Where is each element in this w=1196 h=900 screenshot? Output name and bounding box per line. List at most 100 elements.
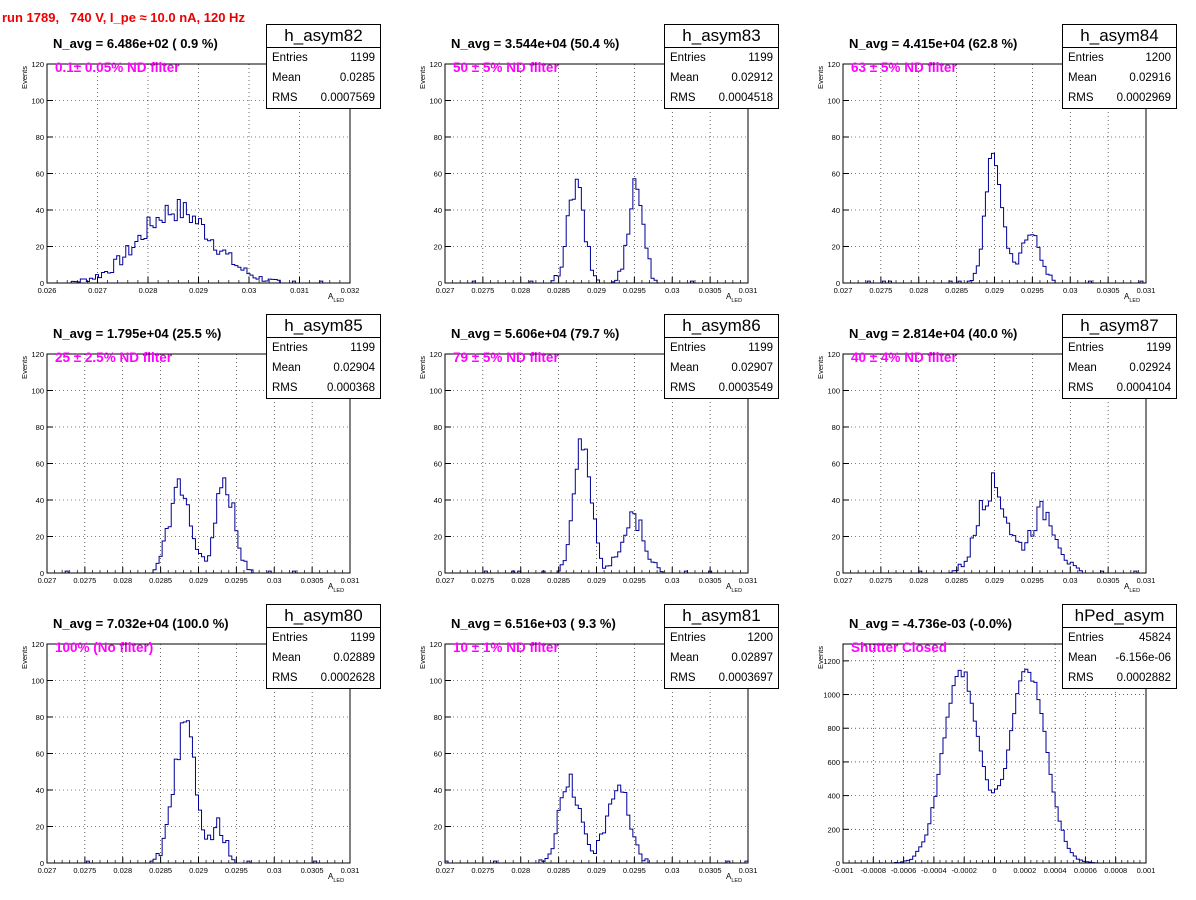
y-tick-label: 60 [36,750,44,759]
stat-label: RMS [1068,382,1094,394]
histogram-name: h_asym81 [665,605,778,628]
x-tick-label: 0.028 [909,576,928,585]
y-tick-label: 120 [429,350,442,359]
histogram-svg: 0.027 0.0275 0.028 0.0285 0.029 0.0295 0.03 0.0… [20,640,359,884]
y-tick-label: 200 [827,825,840,834]
x-tick-label: -0.0004 [921,866,946,875]
histogram-line [47,198,350,284]
x-tick-label: 0.0305 [1097,576,1120,585]
x-tick-label: 0.03 [1063,576,1078,585]
y-tick-label: 80 [832,133,840,142]
stat-label: Entries [670,632,706,644]
y-tick-label: 80 [36,713,44,722]
stat-row-rms: RMS 0.0002969 [1063,88,1176,108]
histogram-line [445,178,748,284]
y-tick-label: 0 [438,279,442,288]
x-tick-label: 0.0275 [471,576,494,585]
stat-value: 0.000368 [327,382,375,394]
histogram-svg: 0.027 0.0275 0.028 0.0285 0.029 0.0295 0.03 0.0… [418,350,757,594]
stat-value: 0.02904 [333,362,375,374]
x-tick-label: 0.027 [436,286,455,295]
stat-value: 0.0003697 [718,672,773,684]
histogram-pad-h_asym86: 0.027 0.0275 0.028 0.0285 0.029 0.0295 0.03 0.0… [398,314,796,610]
stats-box: h_asym82 Entries 1199 Mean 0.0285 RMS 0.000756… [266,24,381,109]
stats-box: h_asym80 Entries 1199 Mean 0.02889 RMS 0.00026… [266,604,381,689]
histogram-svg: 0.027 0.0275 0.028 0.0285 0.029 0.0295 0.03 0.0… [418,60,757,304]
y-tick-label: 100 [827,387,840,396]
filter-label: Shutter Closed [851,640,948,655]
histogram-svg: 0.027 0.0275 0.028 0.0285 0.029 0.0295 0.03 0.0… [816,350,1156,594]
y-tick-label: 120 [31,640,44,649]
y-axis-title: Events [20,646,29,669]
x-tick-label: 0.032 [341,286,360,295]
x-tick-label: 0.0295 [623,286,646,295]
x-tick-label: 0.031 [1137,286,1156,295]
stat-label: Entries [1068,632,1104,644]
y-tick-label: 100 [31,677,44,686]
x-tick-label: 0.028 [511,866,530,875]
x-tick-label: 0.0275 [471,286,494,295]
x-tick-label: 0.0275 [869,286,892,295]
y-tick-label: 40 [434,206,442,215]
stat-row-rms: RMS 0.0003697 [665,668,778,688]
stat-value: 1200 [1145,52,1171,64]
x-tick-label: 0.0295 [623,576,646,585]
stat-label: Entries [670,342,706,354]
x-tick-label: 0.028 [113,576,132,585]
stat-row-rms: RMS 0.0004104 [1063,378,1176,398]
histogram-line [444,773,749,864]
x-tick-label: 0.028 [511,576,530,585]
y-axis-title: Events [418,356,427,379]
y-tick-label: 60 [434,170,442,179]
x-tick-label: 0.0295 [225,866,248,875]
x-tick-label: 0.03 [242,286,257,295]
y-tick-label: 40 [36,206,44,215]
y-tick-label: 120 [31,350,44,359]
stat-row-mean: Mean 0.0285 [267,68,380,88]
x-tick-label: 0.001 [1137,866,1156,875]
x-tick-label: 0.029 [189,866,208,875]
stat-value: 1199 [1146,342,1171,354]
y-tick-label: 800 [827,724,840,733]
x-tick-label: 0.03 [267,866,282,875]
x-tick-label: 0.0305 [699,286,722,295]
stat-label: Entries [670,52,706,64]
filter-label: 40 ± 4% ND filter [851,350,957,365]
stat-label: Mean [670,652,699,664]
x-tick-label: 0.029 [985,286,1004,295]
x-tick-label: 0.0305 [301,866,324,875]
x-tick-label: 0.0002 [1013,866,1036,875]
stat-label: Mean [670,72,699,84]
x-tick-label: 0.0295 [1021,576,1044,585]
navg-label: N_avg = 6.486e+02 ( 0.9 %) [53,36,218,51]
stat-label: RMS [1068,672,1094,684]
stat-label: Entries [1068,342,1104,354]
histogram-name: h_asym85 [267,315,380,338]
x-tick-label: 0.0305 [699,576,722,585]
x-tick-label: 0.031 [1137,576,1156,585]
y-tick-label: 60 [36,170,44,179]
x-tick-label: 0.027 [834,286,853,295]
x-tick-label: 0.031 [739,866,758,875]
y-tick-label: 1000 [823,691,840,700]
x-tick-label: -0.001 [832,866,853,875]
y-tick-label: 60 [832,460,840,469]
x-tick-label: -0.0008 [861,866,886,875]
navg-label: N_avg = 2.814e+04 (40.0 %) [849,326,1018,341]
x-tick-label: 0.0275 [471,866,494,875]
stat-row-entries: Entries 1200 [665,628,778,648]
y-axis-title: Events [418,66,427,89]
stat-value: 0.0002882 [1116,672,1171,684]
x-tick-label: 0.03 [267,576,282,585]
histogram-pad-h_asym81: 0.027 0.0275 0.028 0.0285 0.029 0.0295 0.03 0.0… [398,604,796,900]
y-tick-label: 100 [429,97,442,106]
stat-label: Entries [1068,52,1104,64]
x-tick-label: 0.029 [587,286,606,295]
stat-row-entries: Entries 1199 [665,48,778,68]
x-tick-label: 0.0285 [149,576,172,585]
x-tick-label: 0.0305 [699,866,722,875]
stat-value: 0.02897 [731,652,773,664]
x-tick-label: 0.0285 [547,866,570,875]
stat-value: 0.02916 [1129,72,1171,84]
histogram-line [47,720,350,864]
